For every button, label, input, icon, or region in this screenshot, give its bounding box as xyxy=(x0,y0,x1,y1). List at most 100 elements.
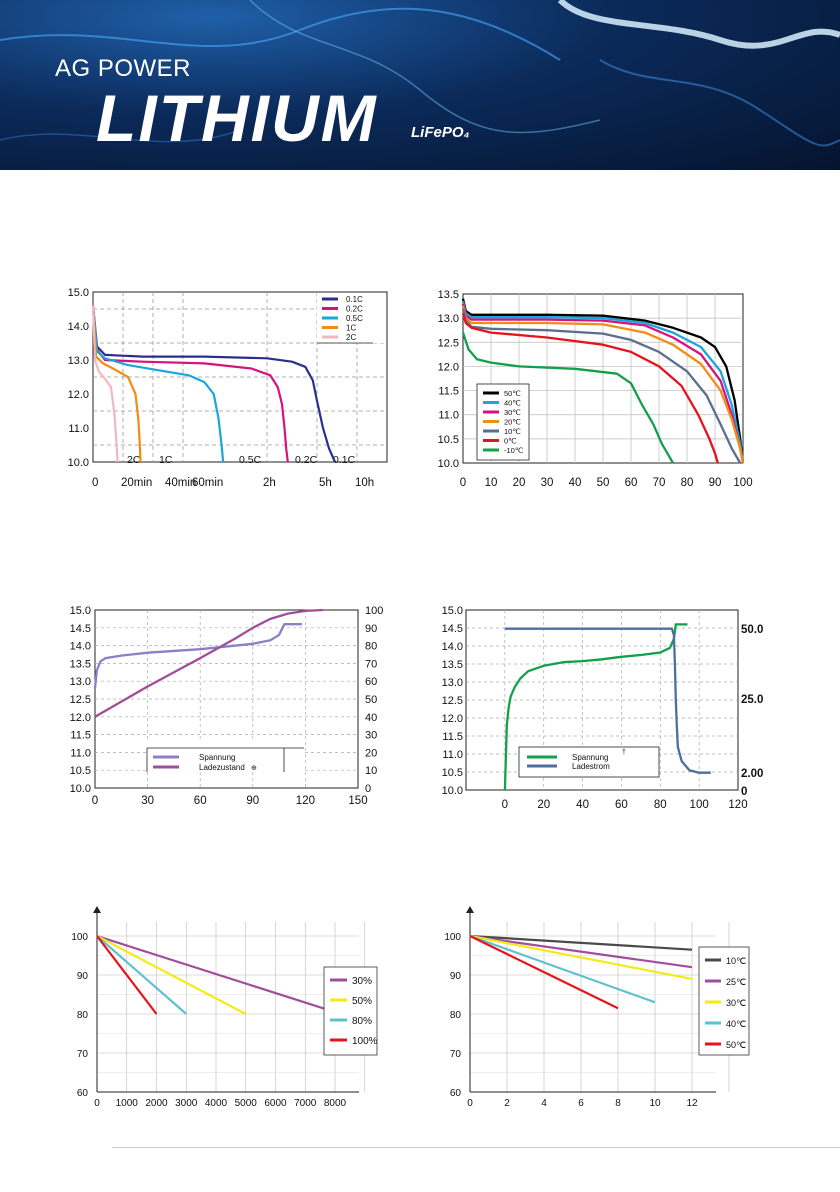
x-tick-label: 40 xyxy=(576,799,589,811)
y-tick-label: 12.0 xyxy=(442,713,463,725)
legend-label: 100% xyxy=(352,1036,378,1047)
legend-label: 30% xyxy=(352,976,372,987)
series-line xyxy=(96,935,188,1015)
series-line xyxy=(461,305,745,464)
y-tick-label: 14.0 xyxy=(68,321,89,333)
legend-label: 50% xyxy=(352,996,372,1007)
x-tick-label: 40 xyxy=(569,477,582,489)
series-line xyxy=(96,934,336,1014)
y-tick-label: 90 xyxy=(450,971,462,982)
legend-box xyxy=(518,746,660,778)
x-tick-label: 60 xyxy=(625,477,638,489)
x-tick-label: 0 xyxy=(94,1098,100,1109)
legend-label: 1C xyxy=(346,324,356,333)
y-tick-label: 10.0 xyxy=(70,783,91,795)
y-tick-label: 11.5 xyxy=(70,730,91,742)
chart-discharge-rate: 15.0 14.0 13.0 12.0 11.0 10.00 20min 40min60min… xyxy=(68,287,388,489)
y-tick-label: 60 xyxy=(450,1088,462,1099)
x-tick-label: 70 xyxy=(653,477,666,489)
series-line xyxy=(469,934,656,1004)
y-tick-label: 12.0 xyxy=(68,389,89,401)
x-tick-label: 120 xyxy=(728,799,747,811)
legend-label: Ladestrom xyxy=(572,762,610,771)
y-tick-label: 14.5 xyxy=(70,623,91,635)
x-tick-label: 10h xyxy=(355,477,374,489)
y2-tick-label: 90 xyxy=(365,623,377,635)
y-tick-label: 13.5 xyxy=(438,289,459,301)
y2-tick-label: 20 xyxy=(365,747,377,759)
y-tick-label: 10.0 xyxy=(442,785,463,797)
x-tick-label: 100 xyxy=(733,477,752,489)
series-line xyxy=(461,312,719,464)
y2-tick-label: 70 xyxy=(365,658,377,670)
series-line xyxy=(96,935,158,1015)
series-line xyxy=(461,303,745,464)
x-tick-label: 0 xyxy=(467,1098,473,1109)
lightning-background xyxy=(0,0,840,147)
legend-label: 40℃ xyxy=(504,399,521,408)
legend-label: 50℃ xyxy=(504,389,521,398)
y-tick-label: 11.5 xyxy=(442,731,463,743)
brand-main-text: LITHIUM xyxy=(96,81,378,155)
y2-tick-label: 40 xyxy=(365,712,377,724)
x-tick-label: 3000 xyxy=(175,1098,198,1109)
y-tick-label: 10.5 xyxy=(442,767,463,779)
y-tick-label: 13.0 xyxy=(70,676,91,688)
y-tick-label: 10.5 xyxy=(70,765,91,777)
chart-charge-current: 15.0 14.5 14.0 13.5 13.0 12.5 12.0 11.5 11.0 10.5… xyxy=(442,605,764,811)
rate-label: 1C xyxy=(159,454,173,466)
y-tick-label: 11.0 xyxy=(68,423,89,435)
y2-tick-label: 100 xyxy=(365,605,383,617)
y-tick-label: 12.0 xyxy=(438,361,459,373)
legend-label: 10℃ xyxy=(504,427,521,436)
x-tick-label: 90 xyxy=(246,795,259,807)
y-tick-label: 60 xyxy=(77,1088,89,1099)
x-tick-label: 30 xyxy=(541,477,554,489)
y2-tick-label: 0 xyxy=(365,783,371,795)
x-tick-label: 10 xyxy=(649,1098,661,1109)
y-tick-label: 10.0 xyxy=(438,458,459,470)
legend-label: 10℃ xyxy=(726,956,746,966)
y2-tick-label: 60 xyxy=(365,676,377,688)
x-tick-label: 20min xyxy=(121,477,152,489)
x-tick-label: 8 xyxy=(615,1098,621,1109)
brand-sub-text: LiFePO₄ xyxy=(411,124,470,141)
y-tick-label: 12.5 xyxy=(70,694,91,706)
header-banner: AG POWER LITHIUM LiFePO₄ xyxy=(0,0,840,170)
y-tick-label: 80 xyxy=(450,1010,462,1021)
legend-label: Ladezustand xyxy=(199,763,245,772)
legend-label: 0℃ xyxy=(504,437,517,446)
x-tick-label: 1000 xyxy=(116,1098,139,1109)
y2-tick-label: 30 xyxy=(365,730,377,742)
y-tick-label: 13.0 xyxy=(442,677,463,689)
series-line xyxy=(461,300,745,464)
rate-label: 0.5C xyxy=(239,454,262,466)
y2-tick-label: 0 xyxy=(741,786,747,798)
legend-mark: † xyxy=(622,749,626,756)
y-tick-label: 13.0 xyxy=(68,355,89,367)
legend-label: 0.5C xyxy=(346,314,363,323)
x-tick-label: 5h xyxy=(319,477,332,489)
series-line xyxy=(461,332,674,464)
y-tick-label: 12.5 xyxy=(442,695,463,707)
legend-label: 80% xyxy=(352,1016,372,1027)
legend-label: 30℃ xyxy=(726,998,746,1008)
y2-tick-label: 50 xyxy=(365,694,377,706)
legend-label: -10℃ xyxy=(504,446,524,455)
x-tick-label: 60 xyxy=(615,799,628,811)
x-tick-label: 50 xyxy=(597,477,610,489)
x-tick-label: 150 xyxy=(348,795,367,807)
x-tick-label: 12 xyxy=(686,1098,698,1109)
y-tick-label: 14.0 xyxy=(70,641,91,653)
y-tick-label: 70 xyxy=(77,1049,89,1060)
series-line xyxy=(91,305,119,463)
y-tick-label: 13.0 xyxy=(438,313,459,325)
x-tick-label: 0 xyxy=(92,477,98,489)
x-tick-label: 20 xyxy=(513,477,526,489)
y-tick-label: 12.5 xyxy=(438,337,459,349)
legend-label: 2C xyxy=(346,333,356,342)
y-tick-label: 10.0 xyxy=(68,457,89,469)
y-tick-label: 13.5 xyxy=(70,658,91,670)
y2-tick-label: 2.00 xyxy=(741,768,763,780)
y-axis-arrow xyxy=(93,906,101,913)
